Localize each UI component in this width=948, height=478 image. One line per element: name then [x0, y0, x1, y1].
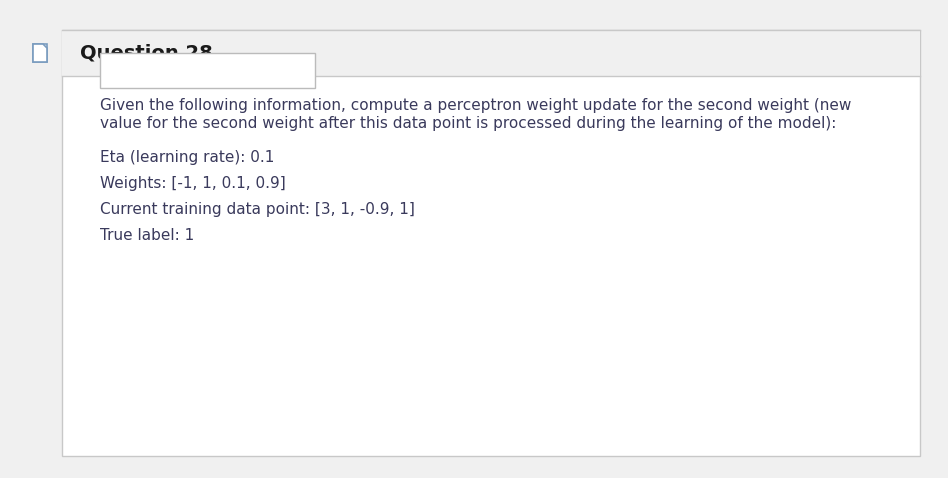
FancyBboxPatch shape [100, 53, 315, 88]
FancyBboxPatch shape [33, 44, 47, 62]
Text: Question 28: Question 28 [80, 43, 212, 63]
FancyBboxPatch shape [62, 30, 920, 456]
Text: Eta (learning rate): 0.1: Eta (learning rate): 0.1 [100, 150, 274, 165]
FancyBboxPatch shape [62, 30, 920, 76]
Text: Weights: [-1, 1, 0.1, 0.9]: Weights: [-1, 1, 0.1, 0.9] [100, 176, 285, 191]
Text: value for the second weight after this data point is processed during the learni: value for the second weight after this d… [100, 116, 836, 131]
Text: Current training data point: [3, 1, -0.9, 1]: Current training data point: [3, 1, -0.9… [100, 202, 415, 217]
Text: Given the following information, compute a perceptron weight update for the seco: Given the following information, compute… [100, 98, 851, 113]
Polygon shape [33, 44, 47, 62]
Text: True label: 1: True label: 1 [100, 228, 194, 243]
